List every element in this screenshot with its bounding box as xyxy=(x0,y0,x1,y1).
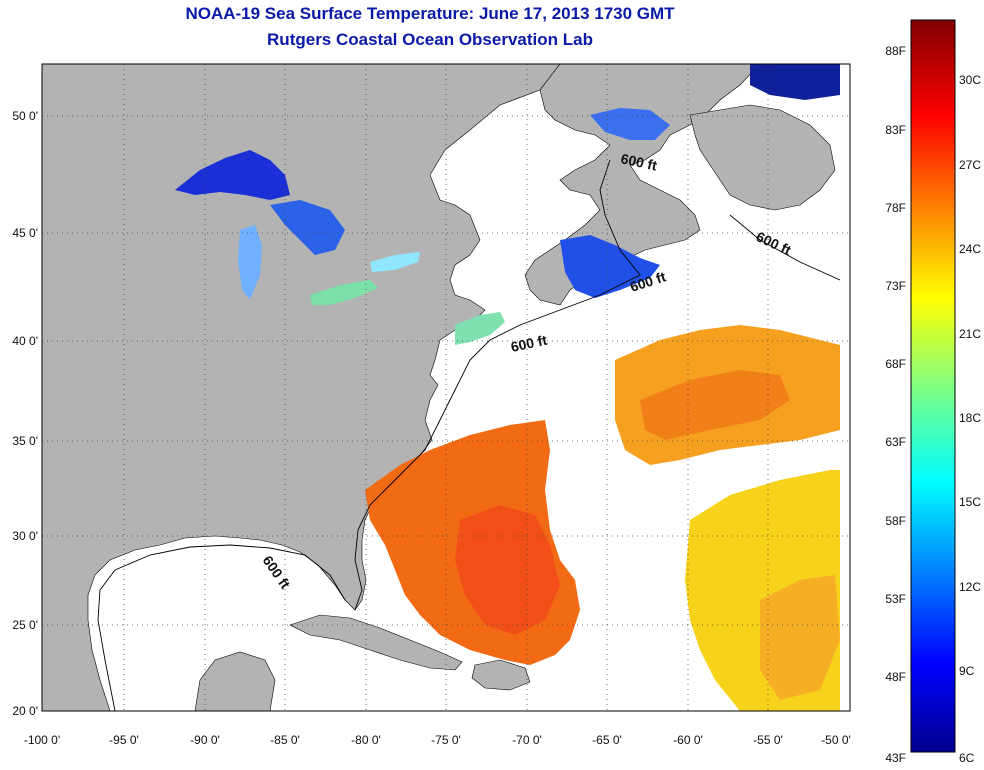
land-yucatan xyxy=(194,651,276,711)
lon-label: -95 0' xyxy=(109,733,139,747)
sst-lake-superior xyxy=(175,150,290,200)
lat-label: 20 0' xyxy=(12,704,38,718)
colorbar-c-label: 27C xyxy=(959,158,981,172)
colorbar-f-label: 78F xyxy=(885,201,906,215)
colorbar-f-label: 58F xyxy=(885,514,906,528)
colorbar xyxy=(910,19,956,753)
lon-label: -75 0' xyxy=(431,733,461,747)
lon-label: -50 0' xyxy=(821,733,851,747)
lon-label: -100 0' xyxy=(24,733,60,747)
sst-lake-erie xyxy=(310,280,378,305)
lon-label: -60 0' xyxy=(673,733,703,747)
sst-labrador-sea xyxy=(750,64,840,100)
land-hispaniola xyxy=(471,659,531,691)
lat-label: 45 0' xyxy=(12,226,38,240)
colorbar-f-label: 53F xyxy=(885,592,906,606)
colorbar-f-label: 63F xyxy=(885,435,906,449)
colorbar-c-label: 9C xyxy=(959,664,975,678)
sst-sargasso-core xyxy=(455,505,560,635)
colorbar-c-label: 12C xyxy=(959,580,981,594)
lon-label: -90 0' xyxy=(190,733,220,747)
colorbar-c-label: 18C xyxy=(959,411,981,425)
colorbar-c-label: 30C xyxy=(959,73,981,87)
lon-label: -65 0' xyxy=(592,733,622,747)
colorbar-c-label: 6C xyxy=(959,751,975,765)
colorbar-f-label: 43F xyxy=(885,751,906,765)
bathymetry-contour xyxy=(97,159,841,712)
colorbar-c-label: 24C xyxy=(959,242,981,256)
sst-lake-huron xyxy=(270,200,345,255)
lat-label: 30 0' xyxy=(12,529,38,543)
colorbar-f-label: 83F xyxy=(885,123,906,137)
sst-southeast-orange xyxy=(760,575,840,700)
colorbar-f-label: 68F xyxy=(885,357,906,371)
colorbar-f-label: 88F xyxy=(885,44,906,58)
sst-mid-atlantic-shelf xyxy=(455,312,505,345)
colorbar-fahrenheit-labels: 88F 83F 78F 73F 68F 63F 58F 53F 48F 43F xyxy=(885,44,906,765)
sst-east-core xyxy=(640,370,790,440)
lat-label: 50 0' xyxy=(12,109,38,123)
colorbar-celsius-labels: 30C 27C 24C 21C 18C 15C 12C 9C 6C xyxy=(959,73,981,765)
lon-label: -85 0' xyxy=(270,733,300,747)
lon-label: -55 0' xyxy=(753,733,783,747)
lat-label: 25 0' xyxy=(12,618,38,632)
contour-label-4: 600 ft xyxy=(509,332,548,355)
map-title: NOAA-19 Sea Surface Temperature: June 17… xyxy=(185,4,675,23)
longitude-labels: -100 0' -95 0' -90 0' -85 0' -80 0' -75 … xyxy=(24,733,851,747)
colorbar-f-label: 48F xyxy=(885,670,906,684)
sst-gulf-of-maine xyxy=(560,235,660,298)
colorbar-f-label: 73F xyxy=(885,279,906,293)
lon-label: -80 0' xyxy=(351,733,381,747)
contour-label-1: 600 ft xyxy=(619,150,658,173)
colorbar-c-label: 21C xyxy=(959,327,981,341)
sst-lake-ontario xyxy=(370,252,420,272)
land-cuba xyxy=(289,614,463,671)
lat-label: 35 0' xyxy=(12,434,38,448)
map-subtitle: Rutgers Coastal Ocean Observation Lab xyxy=(267,30,593,49)
sst-lake-michigan xyxy=(238,225,262,300)
lat-label: 40 0' xyxy=(12,334,38,348)
latitude-labels: 50 0' 45 0' 40 0' 35 0' 30 0' 25 0' 20 0… xyxy=(12,109,38,718)
land-newfoundland xyxy=(689,104,836,211)
colorbar-c-label: 15C xyxy=(959,495,981,509)
sst-st-lawrence xyxy=(590,108,670,140)
lon-label: -70 0' xyxy=(512,733,542,747)
